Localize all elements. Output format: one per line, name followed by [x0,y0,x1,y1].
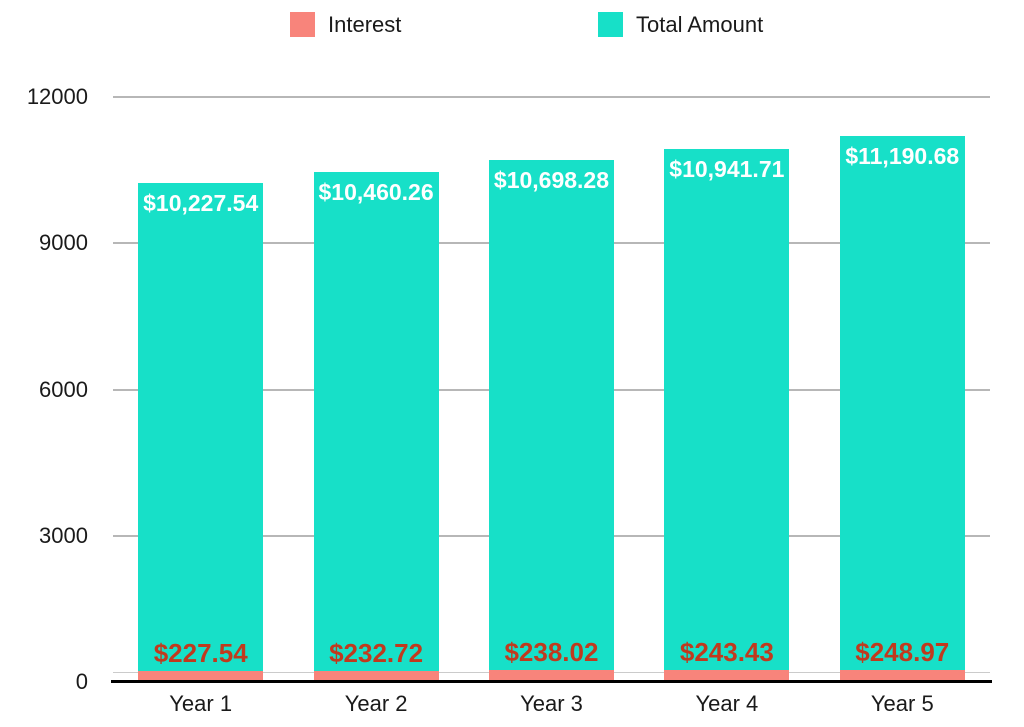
interest-label-year-1: $227.54 [153,637,248,668]
x-axis-line [111,680,992,683]
total-amount-label-year-5: $11,190.68 [845,143,960,170]
y-tick-label-6000: 6000 [39,376,88,402]
total-amount-label-year-2: $10,460.26 [318,179,434,206]
interest-segment-year-4 [664,670,790,682]
interest-segment-year-3 [488,670,614,682]
total-amount-label-year-4: $10,941.71 [669,155,785,182]
x-tick-label-year-3: Year 3 [520,691,583,716]
y-tick-label-12000: 12000 [26,84,88,109]
legend-label-total-amount: Total Amount [636,12,764,37]
x-tick-label-year-5: Year 5 [870,691,934,716]
bar-year-1: $10,227.54 $227.54 [138,183,264,682]
y-tick-label-3000: 3000 [39,522,88,548]
x-tick-label-year-4: Year 4 [695,691,759,716]
total-amount-label-year-3: $10,698.28 [493,167,610,194]
legend-label-interest: Interest [328,12,402,37]
interest-label-year-5: $248.97 [855,636,950,667]
y-tick-label-0: 0 [75,669,88,694]
interest-swatch-icon [290,12,315,37]
bars-container: $10,227.54 $227.54 $10,460.26 $232.72 $10,69… [113,97,990,682]
legend-item-interest: Interest [290,12,401,37]
interest-label-year-2: $232.72 [329,637,424,668]
interest-segment-year-2 [313,670,439,682]
interest-segment-year-1 [138,670,264,682]
total-amount-label-year-1: $10,227.54 [143,190,259,217]
bar-year-3: $10,698.28 $238.02 [488,160,614,682]
interest-label-year-4: $243.43 [679,637,774,668]
legend-item-total-amount: Total Amount [598,12,763,37]
plot-area: $10,227.54 $227.54 $10,460.26 $232.72 $10,69… [111,96,992,683]
interest-label-year-3: $238.02 [504,637,599,668]
interest-segment-year-5 [839,669,965,682]
y-tick-label-9000: 9000 [39,230,88,256]
total-amount-swatch-icon [598,12,623,37]
gridline-12000 [113,96,990,98]
x-tick-label-year-2: Year 2 [344,691,408,716]
bar-year-4: $10,941.71 $243.43 [664,148,790,682]
bar-year-2: $10,460.26 $232.72 [313,172,439,682]
x-tick-label-year-1: Year 1 [169,691,233,716]
bar-year-5: $11,190.68 $248.97 [839,136,965,682]
